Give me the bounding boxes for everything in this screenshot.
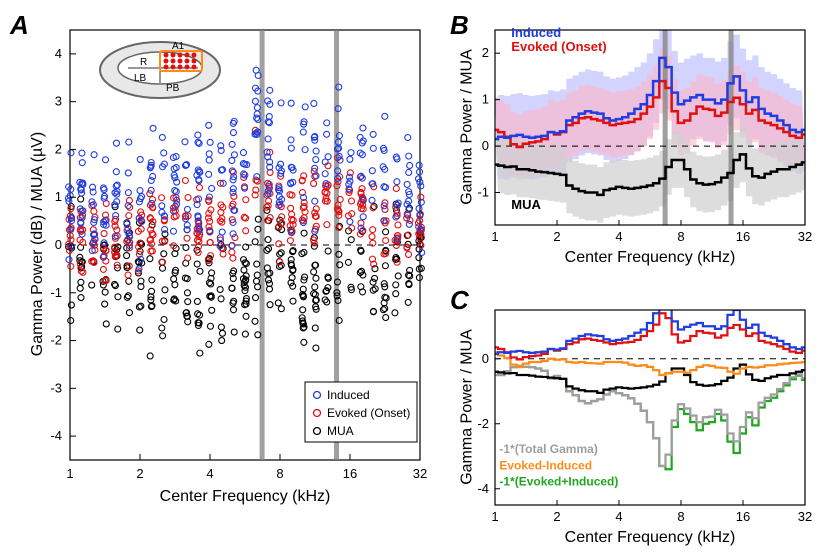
svg-text:-1: -1 — [477, 185, 489, 200]
svg-text:1: 1 — [491, 509, 498, 524]
svg-text:3: 3 — [55, 94, 62, 109]
svg-text:-1*(Evoked+Induced): -1*(Evoked+Induced) — [499, 475, 618, 489]
svg-text:-3: -3 — [50, 380, 62, 395]
svg-text:8: 8 — [276, 466, 283, 481]
svg-text:1: 1 — [66, 466, 73, 481]
svg-text:4: 4 — [55, 46, 62, 61]
panel-a: 12481632-4-3-2-101234InducedEvoked (Onse… — [70, 30, 420, 520]
svg-text:0: 0 — [482, 138, 489, 153]
panel-a-label: A — [10, 10, 29, 41]
svg-text:16: 16 — [736, 509, 750, 524]
svg-text:-1: -1 — [50, 285, 62, 300]
figure: A B C 12481632-4-3-2-101234InducedEvoked… — [0, 0, 837, 544]
panel-b: 12481632-1012InducedEvoked (Onset)MUACen… — [495, 30, 805, 275]
svg-text:8: 8 — [677, 229, 684, 244]
panel-b-xlabel: Center Frequency (kHz) — [495, 249, 805, 267]
svg-text:4: 4 — [615, 229, 622, 244]
svg-text:Induced: Induced — [511, 25, 561, 40]
svg-text:1: 1 — [482, 92, 489, 107]
svg-text:-4: -4 — [477, 481, 489, 496]
svg-text:8: 8 — [677, 509, 684, 524]
svg-text:A1: A1 — [172, 41, 185, 52]
svg-text:16: 16 — [343, 466, 357, 481]
svg-text:Evoked (Onset): Evoked (Onset) — [511, 39, 606, 54]
panel-b-ylabel: Gamma Power / MUA — [458, 29, 476, 224]
svg-text:4: 4 — [206, 466, 213, 481]
svg-text:-1*(Total Gamma): -1*(Total Gamma) — [499, 442, 597, 456]
panel-a-ylabel: Gamma Power (dB) / MUA (µV) — [29, 29, 47, 459]
panel-c-ylabel: Gamma Power / MUA — [458, 309, 476, 504]
svg-text:LB: LB — [134, 73, 147, 84]
panel-c: 12481632-4-20-1*(Total Gamma)Evoked-Indu… — [495, 310, 805, 555]
svg-text:-2: -2 — [477, 416, 489, 431]
svg-text:0: 0 — [482, 351, 489, 366]
svg-text:32: 32 — [413, 466, 427, 481]
svg-text:0: 0 — [55, 237, 62, 252]
svg-text:PB: PB — [166, 83, 180, 94]
panel-c-xlabel: Center Frequency (kHz) — [495, 529, 805, 547]
svg-text:2: 2 — [55, 141, 62, 156]
svg-text:Evoked (Onset): Evoked (Onset) — [327, 406, 410, 420]
svg-text:R: R — [140, 57, 147, 68]
svg-text:-2: -2 — [50, 333, 62, 348]
svg-text:2: 2 — [553, 229, 560, 244]
svg-text:Evoked-Induced: Evoked-Induced — [499, 458, 592, 472]
svg-text:1: 1 — [491, 229, 498, 244]
svg-text:4: 4 — [615, 509, 622, 524]
panel-a-xlabel: Center Frequency (kHz) — [70, 488, 420, 506]
svg-text:2: 2 — [553, 509, 560, 524]
svg-text:2: 2 — [136, 466, 143, 481]
svg-text:32: 32 — [798, 509, 812, 524]
svg-text:MUA: MUA — [327, 424, 354, 438]
svg-text:2: 2 — [482, 45, 489, 60]
svg-text:32: 32 — [798, 229, 812, 244]
svg-text:1: 1 — [55, 189, 62, 204]
svg-text:16: 16 — [736, 229, 750, 244]
svg-text:Induced: Induced — [327, 388, 370, 402]
svg-text:-4: -4 — [50, 428, 62, 443]
svg-text:MUA: MUA — [511, 197, 541, 212]
